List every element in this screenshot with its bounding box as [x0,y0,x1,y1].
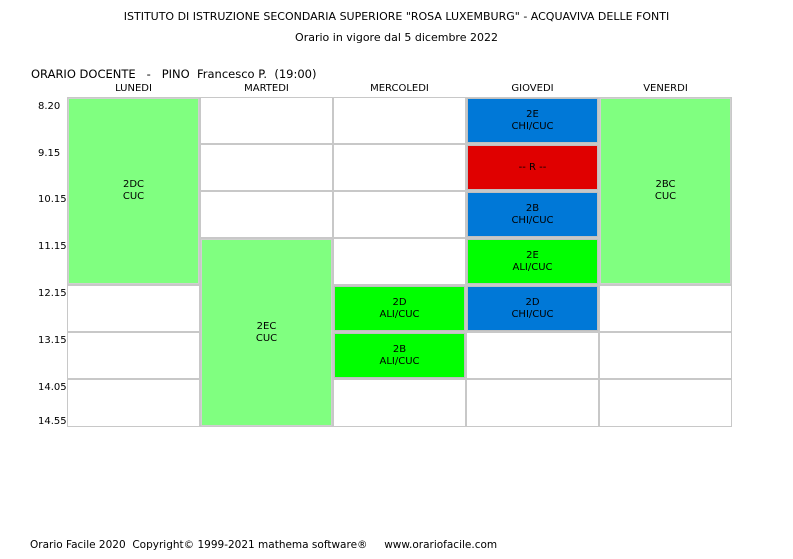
lesson-class: 2DC [122,179,145,190]
lesson-block[interactable]: 2B ALI/CUC [334,333,465,378]
lesson-subject: ALI/CUC [379,355,420,367]
lesson-class: -- R -- [518,161,547,173]
day-header-martedi: MARTEDI [244,83,289,94]
lesson-block[interactable]: 2BC CUC [600,98,731,284]
empty-slot [67,332,200,379]
empty-slot [333,238,466,285]
lesson-block[interactable]: 2E ALI/CUC [467,239,598,284]
time-label: 9.15 [38,148,61,159]
time-label: 12.15 [38,288,67,299]
teacher-label: ORARIO DOCENTE - PINO Francesco P. (19:0… [31,67,317,81]
time-label: 10.15 [38,194,67,205]
day-header-mercoledi: MERCOLEDI [370,83,429,94]
lesson-class: 2EC [256,320,277,332]
time-label: 14.05 [38,382,67,393]
time-label: 8.20 [38,101,61,112]
lesson-block[interactable]: 2D CHI/CUC [467,286,598,331]
footer-copyright: Orario Facile 2020 Copyright© 1999-2021 … [30,539,498,551]
lesson-class: 2D [525,296,540,308]
lesson-block[interactable]: 2EC CUC [201,239,332,426]
empty-slot [200,97,333,144]
lesson-class: 2B [525,202,540,214]
empty-slot [333,191,466,238]
lesson-subject: CUC [255,332,278,344]
lesson-class: 2E [526,108,539,120]
lesson-subject: CUC [654,191,677,202]
empty-slot [466,379,599,427]
empty-slot [200,191,333,238]
lesson-block[interactable]: 2E CHI/CUC [467,98,598,143]
day-header-venerdi: VENERDI [643,83,688,94]
day-header-giovedi: GIOVEDI [511,83,554,94]
empty-slot [333,379,466,427]
lesson-block[interactable]: -- R -- [467,145,598,190]
empty-slot [67,285,200,332]
empty-slot [599,379,732,427]
lesson-subject: ALI/CUC [379,308,420,320]
lesson-class: 2E [526,249,539,261]
day-header-lunedi: LUNEDI [115,83,152,94]
empty-slot [333,144,466,191]
lesson-subject: CUC [122,191,145,202]
lesson-subject: CHI/CUC [511,120,554,132]
empty-slot [466,332,599,379]
lesson-block[interactable]: 2DC CUC [68,98,199,284]
time-label: 14.55 [38,416,67,427]
timetable-grid: 2DC CUC 2EC CUC 2D ALI/CUC 2B ALI/CUC 2E CHI/CUC -… [67,97,732,427]
empty-slot [599,285,732,332]
empty-slot [67,379,200,427]
page-subtitle: Orario in vigore dal 5 dicembre 2022 [295,31,498,44]
lesson-class: 2D [392,296,407,308]
lesson-class: 2B [392,343,407,355]
lesson-block[interactable]: 2B CHI/CUC [467,192,598,237]
empty-slot [200,144,333,191]
time-label: 13.15 [38,335,67,346]
lesson-class: 2BC [655,179,676,190]
lesson-subject: CHI/CUC [511,214,554,226]
empty-slot [599,332,732,379]
lesson-block[interactable]: 2D ALI/CUC [334,286,465,331]
empty-slot [333,97,466,144]
lesson-subject: ALI/CUC [512,261,553,273]
page-title: ISTITUTO DI ISTRUZIONE SECONDARIA SUPERI… [123,10,670,23]
lesson-subject: CHI/CUC [511,308,554,320]
time-label: 11.15 [38,241,67,252]
